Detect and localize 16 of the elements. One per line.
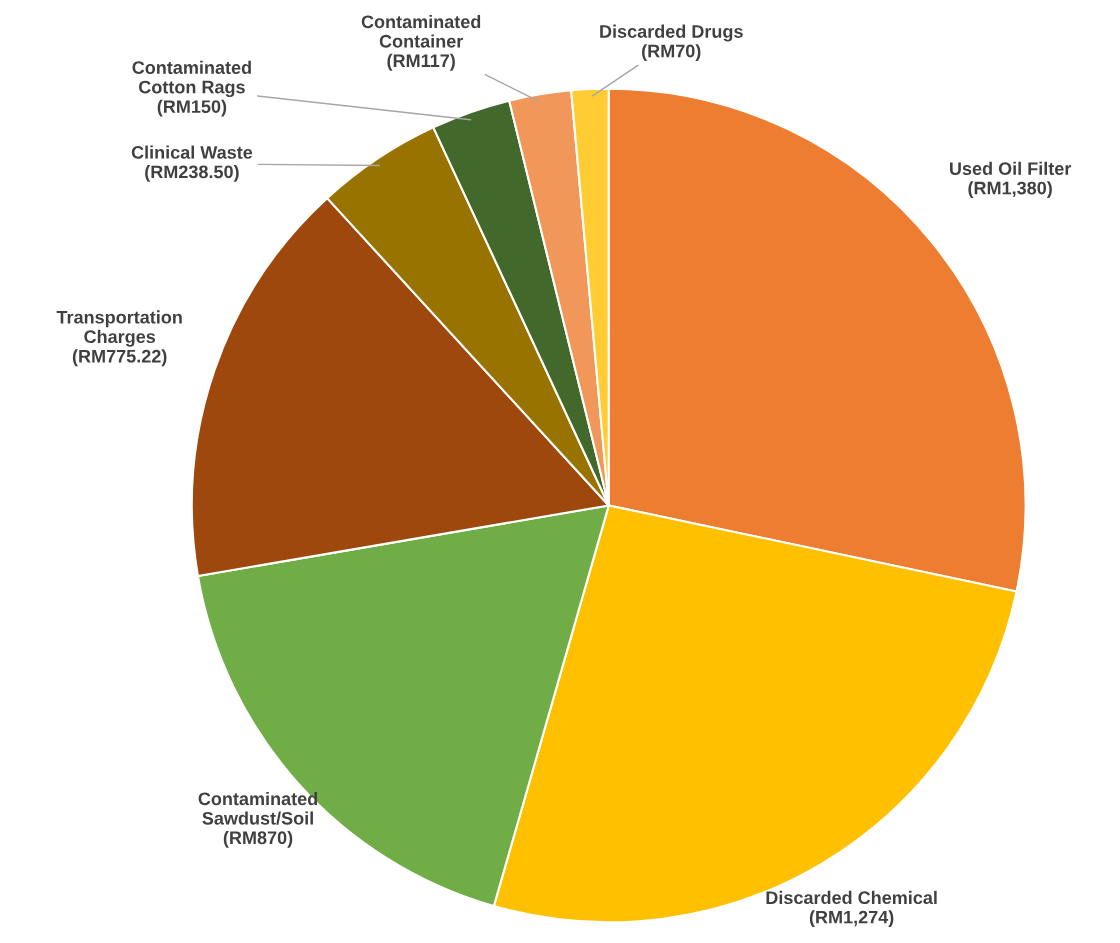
data-label: (RM70) <box>642 44 701 61</box>
data-label: (RM870) <box>223 830 293 848</box>
slice-label: Used Oil Filter <box>950 161 1072 176</box>
slice-label: Contaminated Container <box>361 14 481 48</box>
data-label: (RM238.50) <box>145 164 239 182</box>
slice-label: Discarded Chemical <box>766 890 937 905</box>
slice-label: Transportation Charges <box>56 310 182 347</box>
data-label: (RM775.22) <box>72 349 167 367</box>
slice-label: Discarded Drugs <box>600 24 743 42</box>
data-label: (RM1,380) <box>968 181 1052 199</box>
data-label: (RM150) <box>157 99 227 117</box>
data-label: (RM1,274) <box>809 910 894 928</box>
slice-label: Clinical Waste <box>131 145 253 159</box>
data-label: (RM117) <box>387 53 455 71</box>
slice-label: Contaminated Cotton Rags <box>132 60 251 98</box>
slice-label: Contaminated Sawdust/Soil <box>198 791 318 825</box>
